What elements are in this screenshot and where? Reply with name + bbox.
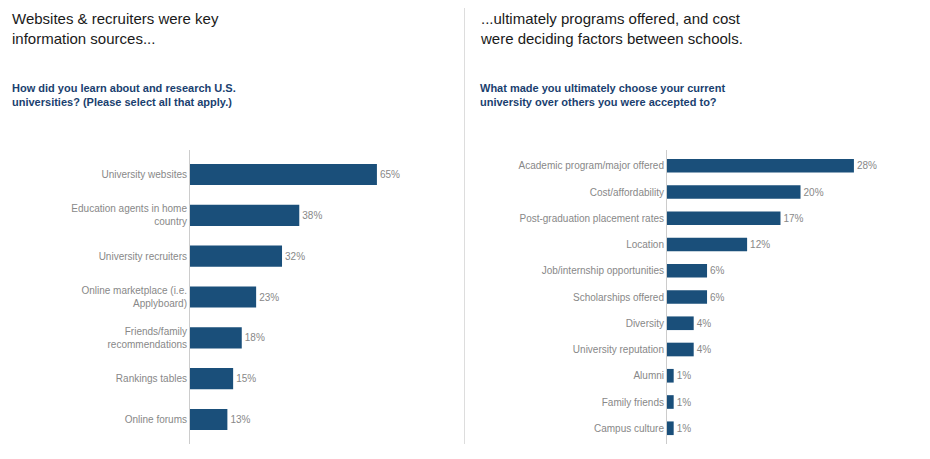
- svg-text:Cost/affordability: Cost/affordability: [590, 187, 664, 198]
- svg-text:Academic program/major offered: Academic program/major offered: [519, 160, 664, 171]
- svg-text:Education agents in homecountr: Education agents in homecountry: [71, 203, 187, 227]
- svg-text:Location: Location: [626, 239, 664, 250]
- svg-text:6%: 6%: [710, 292, 725, 303]
- svg-text:1%: 1%: [677, 397, 692, 408]
- svg-text:Campus culture: Campus culture: [594, 423, 664, 434]
- svg-text:20%: 20%: [804, 187, 824, 198]
- svg-text:17%: 17%: [783, 213, 803, 224]
- svg-text:1%: 1%: [677, 370, 692, 381]
- svg-text:...ultimately programs offered: ...ultimately programs offered, and cost…: [480, 10, 743, 47]
- svg-text:Scholarships offered: Scholarships offered: [573, 292, 664, 303]
- svg-text:4%: 4%: [697, 344, 712, 355]
- svg-text:Friends/familyrecommendations: Friends/familyrecommendations: [108, 326, 187, 350]
- svg-text:University recruiters: University recruiters: [99, 251, 187, 262]
- svg-text:Online marketplace (i.e.Applyb: Online marketplace (i.e.Applyboard): [81, 285, 187, 309]
- svg-text:6%: 6%: [710, 265, 725, 276]
- svg-text:Websites & recruiters were key: Websites & recruiters were keyinformatio…: [12, 10, 219, 47]
- svg-text:18%: 18%: [245, 332, 265, 343]
- svg-text:4%: 4%: [697, 318, 712, 329]
- svg-text:28%: 28%: [857, 160, 877, 171]
- svg-text:What made you ultimately choos: What made you ultimately choose your cur…: [480, 82, 725, 108]
- svg-text:Family friends: Family friends: [602, 397, 664, 408]
- svg-text:65%: 65%: [380, 169, 400, 180]
- svg-text:Alumni: Alumni: [633, 370, 664, 381]
- svg-text:38%: 38%: [302, 210, 322, 221]
- svg-text:University reputation: University reputation: [573, 344, 664, 355]
- svg-text:15%: 15%: [236, 373, 256, 384]
- svg-text:Rankings tables: Rankings tables: [116, 373, 187, 384]
- svg-text:Post-graduation placement rate: Post-graduation placement rates: [519, 213, 664, 224]
- svg-text:Online forums: Online forums: [125, 414, 187, 425]
- svg-text:How did you learn about and re: How did you learn about and research U.S…: [12, 82, 236, 108]
- svg-text:University websites: University websites: [101, 169, 187, 180]
- svg-text:Diversity: Diversity: [626, 318, 664, 329]
- svg-text:23%: 23%: [259, 292, 279, 303]
- svg-text:13%: 13%: [230, 414, 250, 425]
- svg-text:Job/internship opportunities: Job/internship opportunities: [542, 265, 664, 276]
- svg-text:1%: 1%: [677, 423, 692, 434]
- svg-text:12%: 12%: [750, 239, 770, 250]
- svg-text:32%: 32%: [285, 251, 305, 262]
